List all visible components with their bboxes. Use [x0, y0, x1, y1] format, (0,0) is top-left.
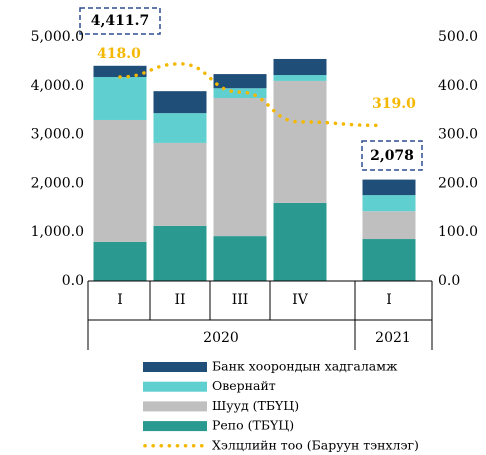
- legend-label: Хэлцлийн тоо (Баруун тэнхлэг): [212, 437, 419, 452]
- legend-swatch: [143, 381, 207, 392]
- bar-segment: [362, 195, 416, 212]
- bar-segment: [93, 241, 147, 281]
- y-tick-label: 1,000.0: [31, 224, 84, 240]
- legend-label: Репо (ТБҮЦ): [212, 418, 294, 433]
- bar-segment: [273, 58, 327, 76]
- bar-segment: [153, 113, 207, 143]
- y2-tick-label: 100.0: [438, 224, 478, 240]
- legend-swatch: [143, 362, 207, 372]
- annotation: 2,078: [370, 148, 414, 164]
- bar-segment: [362, 211, 416, 240]
- bar-segment: [93, 119, 147, 242]
- x-tick-label: III: [232, 292, 249, 308]
- bar-segment: [153, 91, 207, 114]
- bar-segment: [362, 239, 416, 281]
- legend-swatch: [143, 401, 207, 412]
- bar-segment: [362, 179, 416, 196]
- legend-swatch: [143, 421, 207, 432]
- x-tick-label: I: [117, 292, 123, 308]
- y-tick-label: 0.0: [62, 273, 84, 289]
- x-tick-label: IV: [292, 292, 309, 308]
- bar-segment: [213, 74, 267, 89]
- bar-segment: [273, 202, 327, 281]
- bar-segment: [153, 225, 207, 281]
- line-series: [118, 62, 380, 128]
- bar-segment: [93, 65, 147, 78]
- x-tick-label: I: [386, 292, 392, 308]
- y2-tick-label: 0.0: [438, 273, 460, 289]
- annotation: 4,411.7: [91, 13, 149, 29]
- y2-tick-label: 200.0: [438, 175, 478, 191]
- y-tick-label: 5,000.0: [31, 29, 84, 45]
- bar-segment: [273, 80, 327, 203]
- x-tick-label: II: [174, 292, 185, 308]
- legend-label: Овернайт: [212, 378, 276, 393]
- y-tick-label: 4,000.0: [31, 78, 84, 94]
- bar-segment: [93, 77, 147, 120]
- legend-label: Банк хоорондын хадгаламж: [212, 359, 398, 374]
- y2-tick-label: 400.0: [438, 78, 478, 94]
- y-tick-label: 3,000.0: [31, 127, 84, 143]
- bar-segment: [273, 75, 327, 81]
- annotation: 418.0: [97, 46, 141, 62]
- group-label: 2021: [375, 330, 411, 346]
- y-tick-label: 2,000.0: [31, 175, 84, 191]
- group-label: 2020: [203, 330, 239, 346]
- annotation: 319.0: [372, 96, 416, 112]
- y2-tick-label: 500.0: [438, 29, 478, 45]
- bar-segment: [213, 98, 267, 237]
- legend-label: Шууд (ТБҮЦ): [212, 398, 299, 413]
- bar-segment: [213, 236, 267, 281]
- y2-tick-label: 300.0: [438, 127, 478, 143]
- bar-segment: [153, 142, 207, 226]
- annotation-box: [361, 140, 423, 171]
- annotation-box: [79, 7, 161, 35]
